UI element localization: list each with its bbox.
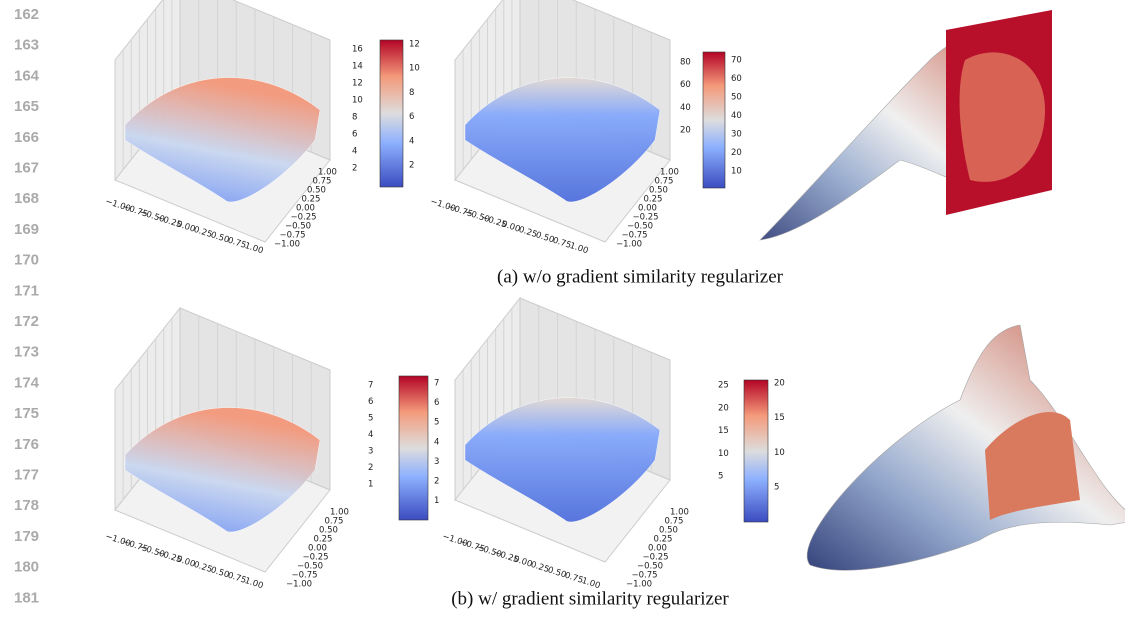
colorbar-tick-label: 10	[409, 64, 420, 74]
colorbar-tick-label: 5	[434, 418, 439, 428]
z-tick-label: 4	[368, 430, 373, 440]
colorbar-tick-label: 7	[434, 379, 439, 389]
colorbar-tick-label: 4	[434, 437, 439, 447]
z-tick-label: 80	[680, 58, 691, 68]
z-tick-label: 1	[368, 480, 373, 490]
z-tick-label: 12	[352, 79, 363, 89]
z-tick-label: 10	[352, 96, 363, 106]
line-number: 168	[14, 190, 39, 207]
z-tick-label: 60	[680, 80, 691, 90]
colorbar	[399, 376, 428, 520]
colorbar-tick-label: 2	[409, 161, 414, 171]
colorbar-tick-label: 20	[774, 379, 785, 389]
y-tick-label: −1.00	[274, 240, 300, 250]
line-number: 175	[14, 405, 39, 422]
figure: 1621631641651661671681691701711721731741…	[0, 0, 1125, 630]
colorbar-tick-label: 70	[731, 56, 742, 66]
line-number: 162	[14, 6, 39, 23]
colorbar-tick-label: 4	[409, 136, 414, 146]
line-number: 164	[14, 67, 40, 84]
z-tick-label: 5	[368, 414, 373, 424]
line-number: 166	[14, 129, 39, 146]
line-number: 179	[14, 528, 39, 545]
x-tick-label: 1.00	[243, 576, 264, 591]
colorbar-tick-label: 10	[774, 448, 785, 458]
colorbar-tick-label: 50	[731, 93, 742, 103]
colorbar	[703, 52, 725, 188]
colorbar-tick-label: 8	[409, 88, 414, 98]
line-number: 169	[14, 221, 39, 238]
colorbar	[744, 380, 768, 522]
line-number: 180	[14, 559, 39, 576]
z-tick-label: 14	[352, 62, 363, 72]
colorbar-tick-label: 10	[731, 167, 742, 177]
surface-plot: 2520151052015105−1.00−0.75−0.50−0.250.00…	[441, 298, 785, 591]
z-tick-label: 6	[352, 130, 357, 140]
line-number: 174	[14, 374, 40, 391]
colorbar-tick-label: 1	[434, 496, 439, 506]
line-number: 178	[14, 497, 39, 514]
colorbar-tick-label: 40	[731, 111, 742, 121]
y-tick-label: −1.00	[286, 580, 312, 590]
x-tick-label: 1.00	[243, 241, 264, 256]
colorbar-tick-label: 20	[731, 148, 742, 158]
z-tick-label: 20	[680, 126, 691, 136]
surface-plot: 16141210864212108642−1.00−0.75−0.50−0.25…	[104, 0, 420, 256]
z-tick-label: 7	[368, 381, 373, 391]
line-number: 170	[14, 252, 39, 269]
line-number: 163	[14, 37, 39, 54]
line-number: 165	[14, 98, 39, 115]
line-number: 177	[14, 466, 39, 483]
line-number: 176	[14, 436, 39, 453]
colorbar-tick-label: 30	[731, 130, 742, 140]
z-tick-label: 10	[718, 449, 729, 459]
z-tick-label: 40	[680, 103, 691, 113]
z-tick-label: 2	[368, 463, 373, 473]
z-tick-label: 25	[718, 381, 729, 391]
x-tick-label: 1.00	[568, 241, 589, 256]
z-tick-label: 8	[352, 113, 357, 123]
mesh-render-a	[760, 10, 1052, 240]
colorbar-tick-label: 12	[409, 40, 420, 50]
caption: (b) w/ gradient similarity regularizer	[451, 588, 729, 609]
colorbar-tick-label: 2	[434, 477, 439, 487]
caption: (a) w/o gradient similarity regularizer	[497, 266, 784, 287]
z-tick-label: 20	[718, 403, 729, 413]
colorbar-tick-label: 3	[434, 457, 439, 467]
surface-plot: 76543217654321−1.00−0.75−0.50−0.250.000.…	[104, 308, 440, 591]
colorbar-tick-label: 15	[774, 413, 785, 423]
z-tick-label: 15	[718, 426, 729, 436]
z-tick-label: 4	[352, 147, 357, 157]
y-tick-label: −1.00	[616, 240, 642, 250]
y-tick-label: −1.00	[626, 580, 652, 590]
colorbar-tick-label: 5	[774, 483, 779, 493]
line-number: 171	[14, 282, 39, 299]
z-tick-label: 5	[718, 472, 723, 482]
line-number: 173	[14, 344, 39, 361]
colorbar-tick-label: 6	[409, 112, 414, 122]
colorbar	[380, 40, 403, 187]
z-tick-label: 2	[352, 164, 357, 174]
line-number: 172	[14, 313, 39, 330]
z-tick-label: 3	[368, 447, 373, 457]
colorbar-tick-label: 60	[731, 74, 742, 84]
mesh-render-b	[807, 325, 1125, 570]
z-tick-label: 6	[368, 397, 373, 407]
surface-plot: 8060402070605040302010−1.00−0.75−0.50−0.…	[429, 0, 742, 256]
line-number: 181	[14, 589, 39, 606]
colorbar-tick-label: 6	[434, 398, 439, 408]
z-tick-label: 16	[352, 45, 363, 55]
line-number: 167	[14, 159, 39, 176]
